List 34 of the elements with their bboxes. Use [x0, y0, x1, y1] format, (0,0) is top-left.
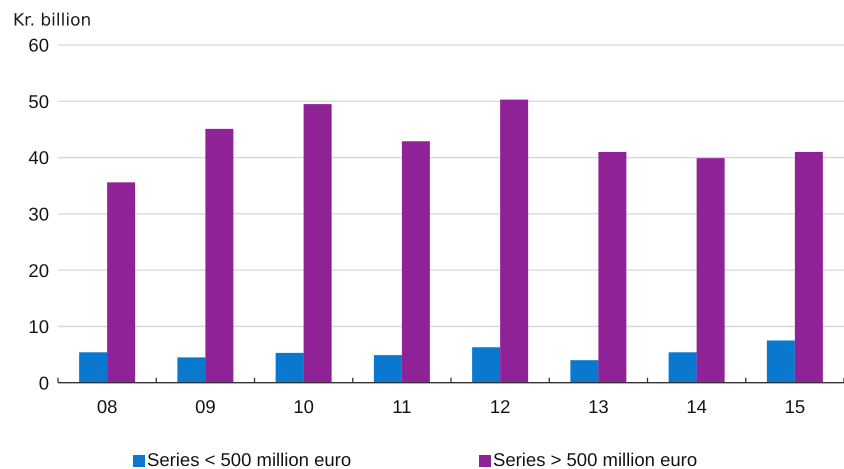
bar	[766, 340, 795, 383]
bar	[374, 355, 402, 383]
bar	[79, 352, 108, 383]
bar	[402, 141, 430, 383]
y-axis-title: Kr. billion	[13, 10, 92, 30]
x-tick-label: 09	[195, 396, 216, 417]
legend-label: Series > 500 million euro	[493, 449, 698, 469]
y-tick-label: 30	[28, 204, 49, 225]
x-tick-label: 15	[784, 396, 806, 417]
x-tick-label: 08	[96, 396, 118, 417]
x-tick-label: 12	[490, 396, 510, 417]
y-tick-label: 10	[28, 316, 49, 338]
y-tick-label: 0	[38, 372, 49, 394]
bar	[472, 347, 500, 383]
bar	[696, 158, 725, 383]
x-tick-label: 13	[588, 396, 609, 417]
legend-label: Series < 500 million euro	[147, 449, 352, 469]
bar	[794, 152, 823, 383]
bar	[205, 128, 234, 383]
bar	[570, 360, 598, 383]
y-tick-label: 50	[28, 90, 49, 112]
bar	[598, 152, 626, 383]
x-tick-label: 10	[293, 396, 314, 417]
x-tick-label: 14	[686, 396, 707, 417]
x-tick-label: 11	[392, 396, 412, 417]
bar	[500, 100, 528, 383]
y-tick-label: 20	[28, 260, 49, 281]
bar	[177, 357, 206, 383]
bar	[276, 352, 304, 383]
bar	[107, 182, 136, 383]
y-tick-label: 40	[28, 147, 49, 168]
bar	[304, 104, 332, 383]
y-tick-label: 60	[28, 34, 49, 56]
bar	[668, 352, 697, 383]
